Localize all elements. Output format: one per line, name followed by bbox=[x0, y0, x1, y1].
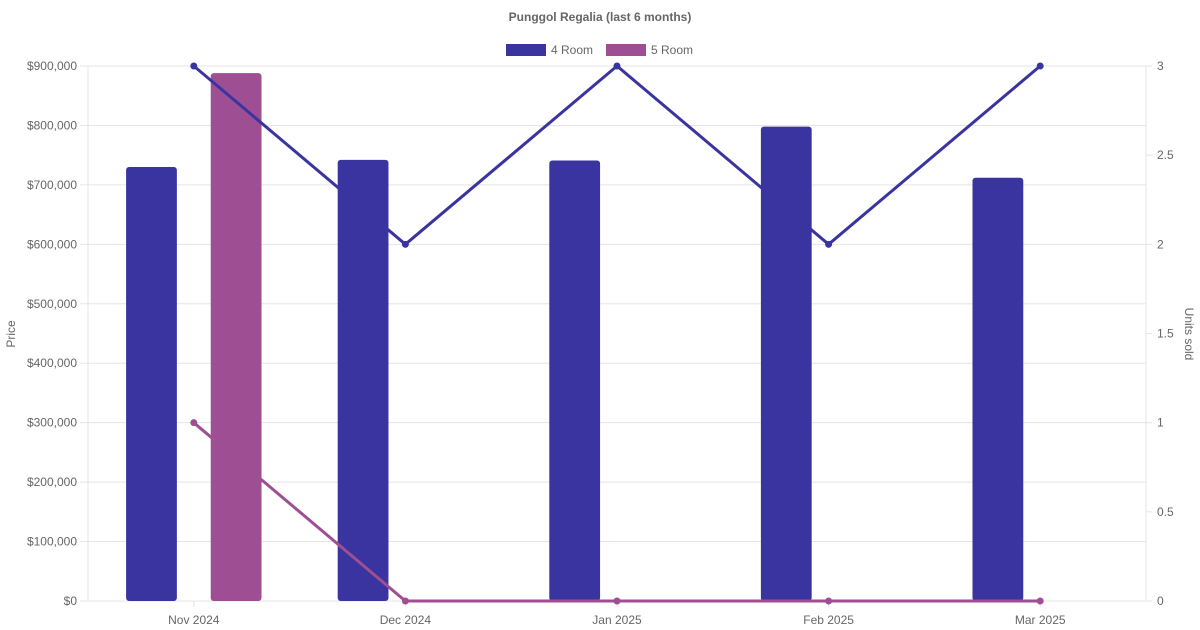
y-tick-label: $800,000 bbox=[27, 118, 77, 132]
line-5-room bbox=[192, 421, 1041, 603]
point-4-room[interactable] bbox=[190, 62, 198, 70]
x-axis-ticks: Nov 2024 Dec 2024 Jan 2025 Feb 2025 Mar 2025 bbox=[168, 601, 1066, 627]
legend-item-4-room[interactable]: 4 Room bbox=[506, 43, 593, 57]
point-5-room[interactable] bbox=[825, 597, 833, 605]
y2-tick-label: 1 bbox=[1157, 416, 1164, 430]
legend-item-5-room[interactable]: 5 Room bbox=[606, 43, 693, 57]
bar-4-room[interactable] bbox=[126, 167, 177, 602]
lines bbox=[190, 62, 1044, 605]
point-5-room[interactable] bbox=[190, 419, 198, 427]
y-tick-label: $300,000 bbox=[27, 416, 77, 430]
legend-label-5-room: 5 Room bbox=[651, 43, 693, 57]
legend-swatch-5-room bbox=[606, 44, 646, 56]
y2-axis-title: Units sold bbox=[1182, 308, 1196, 361]
bar-5-room[interactable] bbox=[210, 73, 262, 602]
bars bbox=[126, 73, 1024, 602]
point-4-room[interactable] bbox=[1036, 62, 1044, 70]
line-4-room bbox=[192, 64, 1042, 246]
chart-title: Punggol Regalia (last 6 months) bbox=[509, 10, 692, 24]
y2-axis-ticks: 0 0.5 1 1.5 2 2.5 3 bbox=[1146, 59, 1174, 608]
y2-tick-label: 1.5 bbox=[1157, 327, 1174, 341]
y-tick-label: $900,000 bbox=[27, 59, 77, 73]
y2-tick-label: 3 bbox=[1157, 59, 1164, 73]
legend-label-4-room: 4 Room bbox=[551, 43, 593, 57]
y-tick-label: $600,000 bbox=[27, 237, 77, 251]
point-5-room[interactable] bbox=[613, 597, 621, 605]
x-tick-label: Dec 2024 bbox=[380, 613, 432, 627]
x-tick-label: Nov 2024 bbox=[168, 613, 220, 627]
bar-4-room[interactable] bbox=[760, 126, 812, 601]
y-tick-label: $400,000 bbox=[27, 356, 77, 370]
y-tick-label: $500,000 bbox=[27, 297, 77, 311]
x-tick-label: Jan 2025 bbox=[592, 613, 642, 627]
y2-tick-label: 0 bbox=[1157, 594, 1164, 608]
y2-tick-label: 2 bbox=[1157, 237, 1164, 251]
y2-tick-label: 2.5 bbox=[1157, 148, 1174, 162]
x-tick-label: Feb 2025 bbox=[803, 613, 854, 627]
y-axis-ticks: $0 $100,000 $200,000 $300,000 $400,000 $500,0… bbox=[27, 59, 77, 608]
point-4-room[interactable] bbox=[401, 240, 409, 248]
y2-tick-label: 0.5 bbox=[1157, 505, 1174, 519]
point-5-room[interactable] bbox=[1036, 597, 1044, 605]
point-4-room[interactable] bbox=[825, 240, 833, 248]
x-tick-label: Mar 2025 bbox=[1015, 613, 1066, 627]
y-tick-label: $100,000 bbox=[27, 535, 77, 549]
bar-4-room[interactable] bbox=[337, 159, 389, 601]
legend[interactable]: 4 Room 5 Room bbox=[506, 43, 693, 57]
bar-4-room[interactable] bbox=[972, 177, 1024, 601]
y-tick-label: $700,000 bbox=[27, 178, 77, 192]
y-tick-label: $0 bbox=[64, 594, 78, 608]
y-tick-label: $200,000 bbox=[27, 475, 77, 489]
legend-swatch-4-room bbox=[506, 44, 546, 56]
point-4-room[interactable] bbox=[613, 62, 621, 70]
y-axis-title: Price bbox=[4, 320, 18, 348]
point-5-room[interactable] bbox=[401, 597, 409, 605]
bar-4-room[interactable] bbox=[549, 160, 601, 601]
